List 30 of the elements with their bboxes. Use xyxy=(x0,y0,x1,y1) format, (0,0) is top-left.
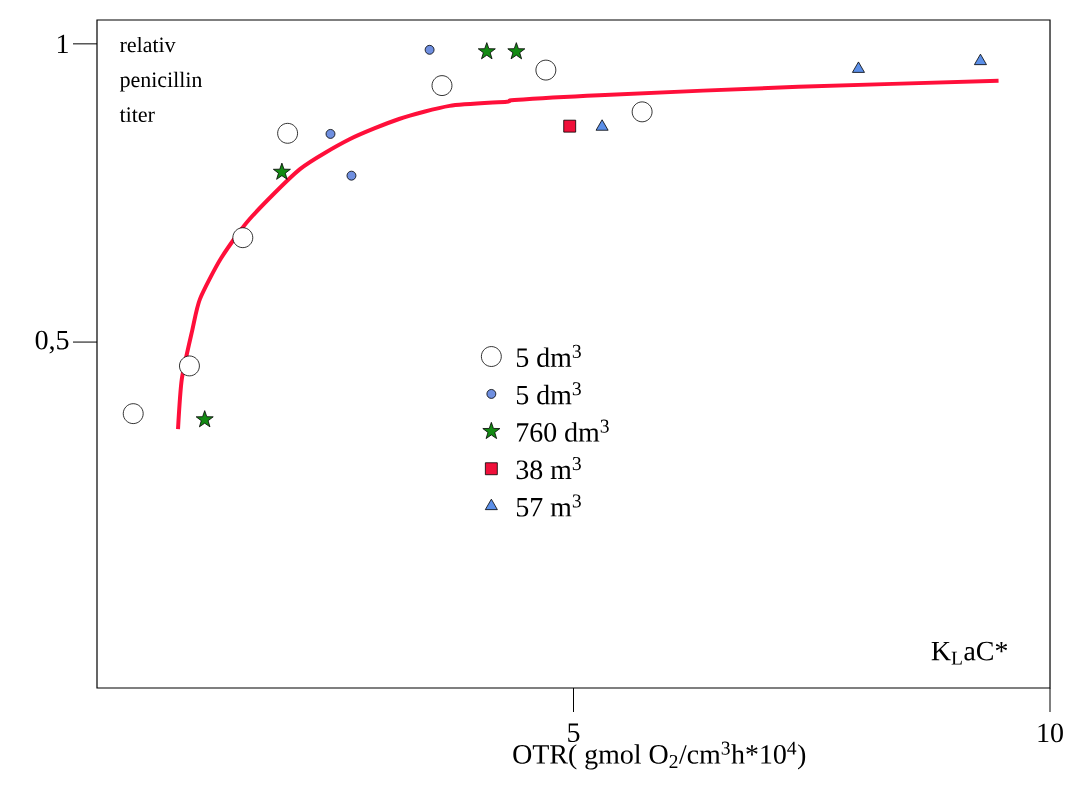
point xyxy=(852,61,865,73)
legend-label: 57 m$^{3}$ xyxy=(516,494,581,517)
point xyxy=(535,59,557,81)
annotation: K$_{L}$aC* xyxy=(931,641,1008,665)
point xyxy=(122,403,144,424)
point xyxy=(195,410,214,428)
point xyxy=(277,122,298,144)
x-tick-label: 10 xyxy=(1038,723,1063,743)
point xyxy=(507,42,526,60)
legend-label: 5 dm$^{3}$ xyxy=(516,344,581,368)
point xyxy=(272,162,291,180)
point xyxy=(325,129,336,139)
point xyxy=(232,227,254,249)
y-tick-label: 0,5 xyxy=(35,330,69,354)
point xyxy=(477,42,496,60)
y-axis-title: relativ penicillin titer xyxy=(119,36,203,123)
point xyxy=(974,53,987,66)
legend-label: 38 m$^{3}$ xyxy=(516,457,581,480)
point xyxy=(424,44,435,55)
legend-label: 5 dm$^{3}$ xyxy=(516,382,581,405)
point xyxy=(179,355,200,377)
y-tick-label: 1 xyxy=(57,34,68,54)
x-axis-title: OTR( gmol O$_{2}$/cm$^{3}$h*10$^{4}$) xyxy=(513,741,806,770)
x-tick-label: 5 xyxy=(568,723,580,743)
point xyxy=(631,101,653,123)
point xyxy=(346,170,357,181)
legend-label: 760 dm$^{3}$ xyxy=(517,419,609,442)
point xyxy=(431,75,453,96)
point xyxy=(595,119,609,131)
point xyxy=(563,119,577,133)
